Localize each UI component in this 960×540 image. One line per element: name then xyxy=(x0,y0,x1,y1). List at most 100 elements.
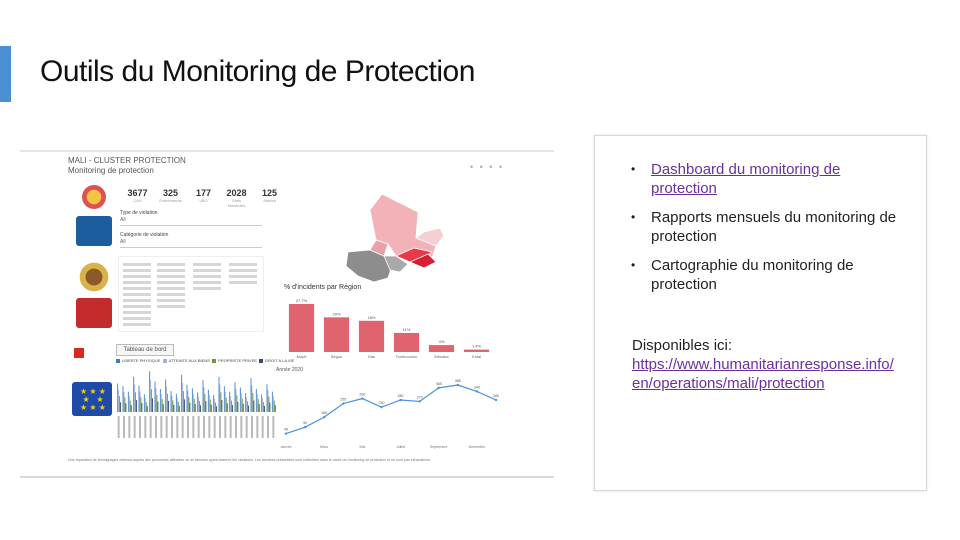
tick-label xyxy=(272,416,275,438)
bar xyxy=(194,403,196,412)
dashboard-footnote: Une réparation de témoignages obtenus au… xyxy=(68,458,431,462)
tick-label xyxy=(133,416,136,438)
list-item: • Dashboard du monitoring de protection xyxy=(621,160,901,198)
tick-label xyxy=(192,416,195,438)
bar xyxy=(253,400,255,412)
data-point xyxy=(380,405,383,409)
bar xyxy=(236,395,238,412)
bar xyxy=(136,400,137,412)
bar-value-label: 20% xyxy=(332,311,340,316)
mapping-text: Cartographie du monitoring de protection xyxy=(651,257,854,293)
tick-label xyxy=(149,416,152,438)
bar xyxy=(200,405,201,412)
bar xyxy=(221,400,223,412)
bar xyxy=(176,397,178,412)
kpi-label: Alertes xyxy=(263,198,276,203)
partner-logo-red xyxy=(76,298,112,328)
bar xyxy=(226,403,228,412)
bar xyxy=(210,404,212,412)
bar xyxy=(203,387,205,412)
cluster-logo xyxy=(76,182,112,212)
bar xyxy=(170,391,172,412)
partner-logo xyxy=(76,262,112,292)
x-tick-label: Juillet xyxy=(396,445,405,449)
data-point xyxy=(437,386,440,390)
point-value-label: 160 xyxy=(321,411,327,415)
violation-bar-chart[interactable] xyxy=(116,364,276,446)
bar xyxy=(178,405,180,412)
title-accent-bar xyxy=(0,46,11,102)
bar xyxy=(152,398,153,412)
unhcr-logo xyxy=(76,216,112,246)
x-tick-label: Novembre xyxy=(469,445,486,449)
data-point xyxy=(399,398,402,402)
bar[interactable] xyxy=(428,345,455,352)
filter-violation-category-select[interactable]: All xyxy=(120,239,262,248)
resources-panel: • Dashboard du monitoring de protection •… xyxy=(594,135,927,491)
bar xyxy=(139,391,141,412)
bar xyxy=(120,402,121,412)
kpi: 3677 CAS xyxy=(124,188,151,208)
filter-checkbox-grid[interactable] xyxy=(118,256,264,332)
mali-map[interactable] xyxy=(340,192,450,284)
kpi-value: 325 xyxy=(162,188,179,198)
bar[interactable] xyxy=(393,332,420,352)
tick-label xyxy=(213,416,216,438)
tick-label xyxy=(229,416,232,438)
monthly-line-chart[interactable]: 45 Janvier 90 160 Mars 255 290 Mai 230 280 Juillet… xyxy=(276,374,506,452)
tick-label xyxy=(256,416,259,438)
list-item: • Cartographie du monitoring de protectio… xyxy=(621,256,901,294)
bar xyxy=(245,393,247,412)
dashboard-button[interactable]: Tableau de bord xyxy=(116,344,174,356)
bar xyxy=(213,395,215,412)
region-bar-chart[interactable]: 27.7% Mopti 20% Ségou 18% Gao 11% Tombouctou 4% M… xyxy=(284,292,494,360)
dashboard-link[interactable]: Dashboard du monitoring de protection xyxy=(651,161,841,197)
bar xyxy=(257,399,259,412)
bar xyxy=(231,400,233,412)
bar xyxy=(239,387,241,412)
tick-label xyxy=(261,416,264,438)
bar-value-label: 4% xyxy=(439,339,445,344)
filter-violation-type-select[interactable]: All xyxy=(120,217,262,226)
bar xyxy=(205,401,207,412)
more-options-icon[interactable]: • • • • xyxy=(470,162,505,172)
tick-label xyxy=(123,416,125,438)
bar-category-label: Gao xyxy=(368,354,376,359)
tick-label xyxy=(235,416,237,438)
data-point xyxy=(494,398,498,402)
bar xyxy=(182,382,184,412)
list-item: • Rapports mensuels du monitoring de prot… xyxy=(621,208,901,246)
bar xyxy=(268,396,270,412)
bar xyxy=(225,397,227,412)
bar xyxy=(130,405,132,412)
bar-category-label: Ségou xyxy=(331,354,343,359)
bar xyxy=(134,384,136,412)
bar[interactable] xyxy=(463,349,490,352)
x-tick-label: Mars xyxy=(320,445,328,449)
bar-category-label: Tombouctou xyxy=(396,354,418,359)
bar[interactable] xyxy=(323,317,350,352)
bar[interactable] xyxy=(358,320,385,352)
kpi-value: 177 xyxy=(195,188,212,198)
bar xyxy=(122,386,124,412)
point-value-label: 270 xyxy=(417,395,423,399)
bar xyxy=(177,401,179,412)
bar xyxy=(267,390,269,412)
x-tick-label: Septembre xyxy=(430,445,448,449)
tick-label xyxy=(181,416,184,438)
resources-url-link[interactable]: https://www.humanitarianresponse.info/en… xyxy=(632,356,894,392)
kpi: 125 Alertes xyxy=(256,188,283,208)
bar xyxy=(125,403,127,412)
kpi: 2028 Sites Monitorés xyxy=(223,188,250,208)
bar xyxy=(167,393,169,412)
bar xyxy=(127,391,129,412)
data-point xyxy=(475,390,479,393)
bar xyxy=(263,402,265,412)
bar xyxy=(123,391,125,412)
bar xyxy=(208,394,210,412)
bar xyxy=(246,397,248,412)
data-point xyxy=(303,425,307,429)
bar[interactable] xyxy=(288,303,315,352)
point-value-label: 230 xyxy=(378,401,384,405)
bar xyxy=(144,398,146,412)
